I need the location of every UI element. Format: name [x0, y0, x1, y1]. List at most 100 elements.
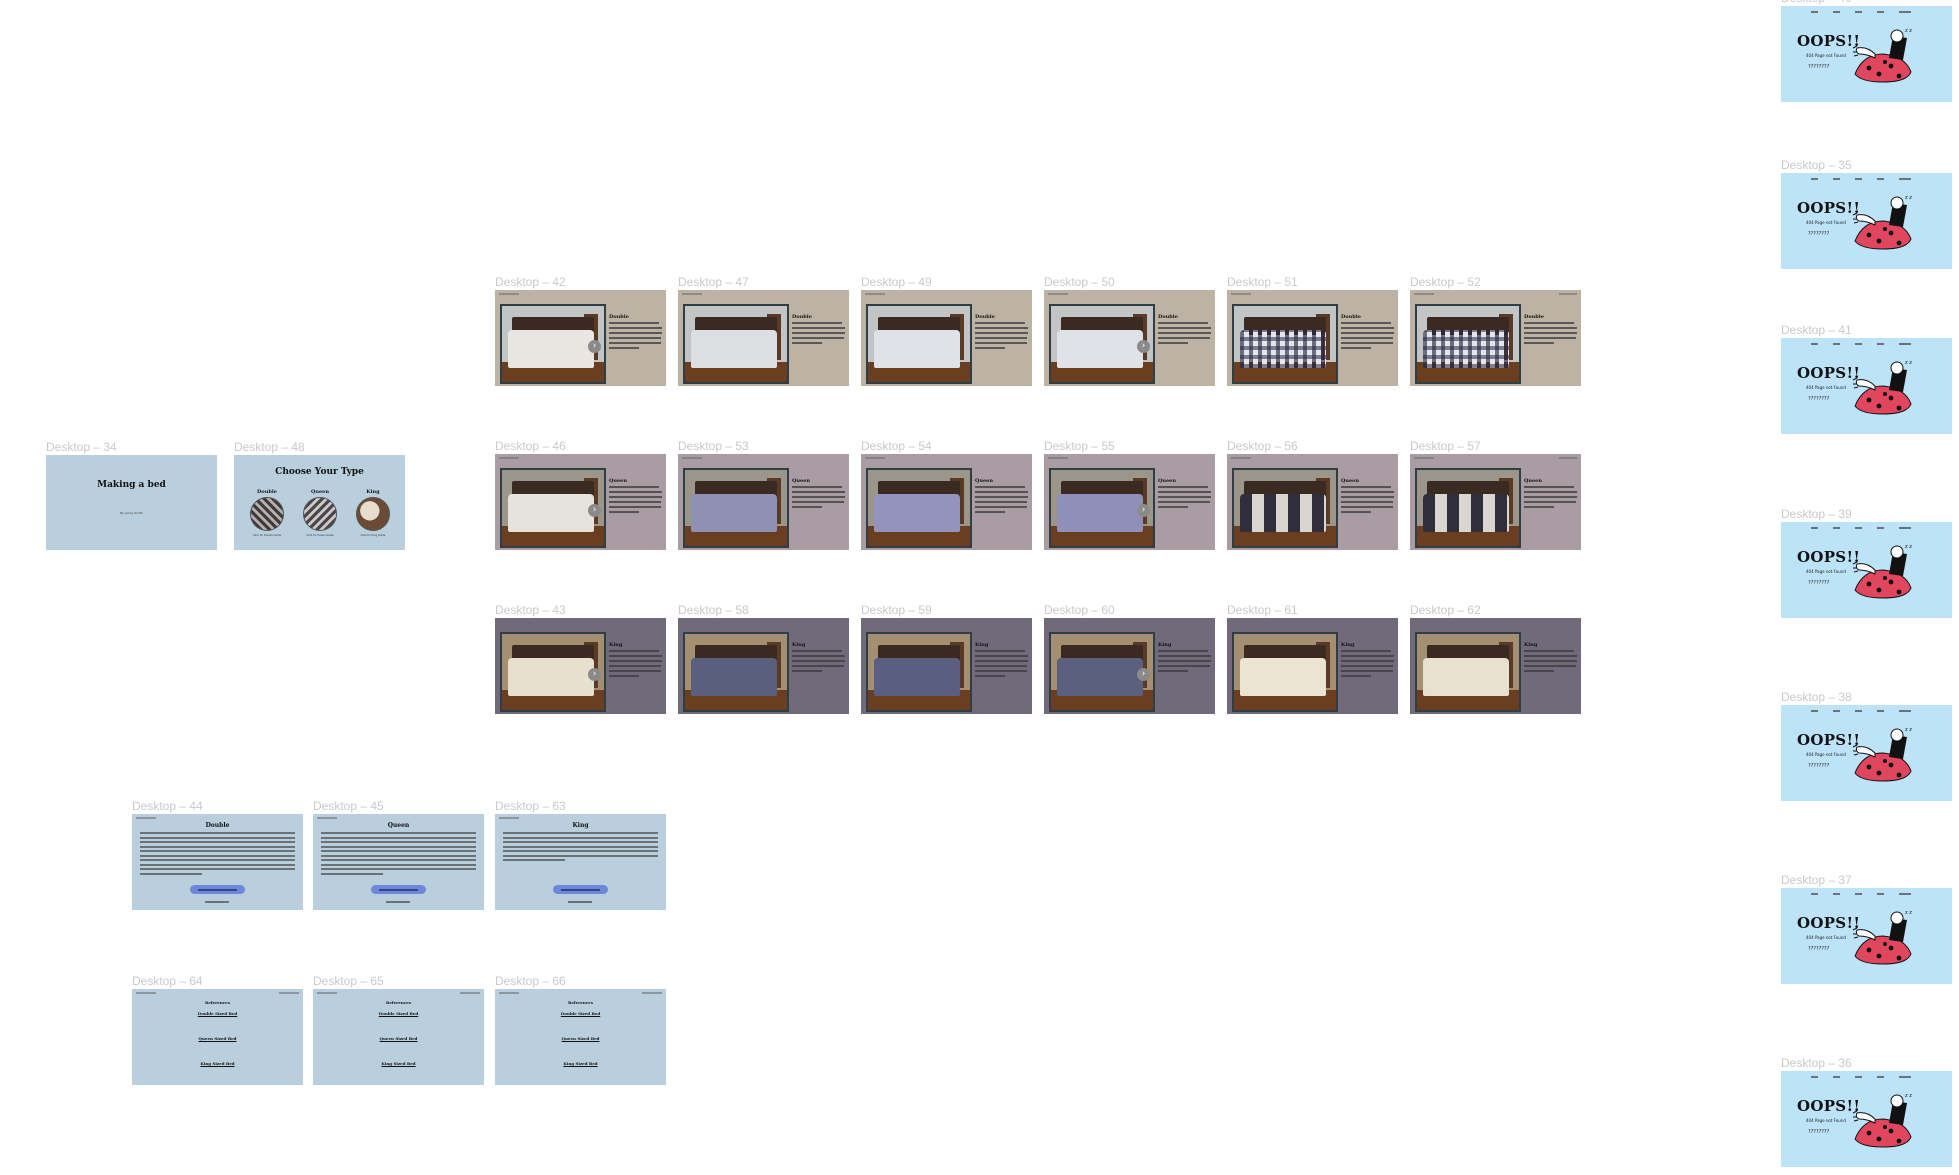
references-link-placeholder[interactable]: [568, 901, 592, 903]
frame-label[interactable]: Desktop – 48: [234, 440, 305, 454]
frame-label[interactable]: Desktop – 59: [861, 603, 932, 617]
frame-label[interactable]: Desktop – 40: [1781, 0, 1852, 5]
nav-item-placeholder[interactable]: [1855, 343, 1862, 345]
frame-king-3[interactable]: Desktop – 60 › King: [1044, 603, 1215, 714]
frame-king-0[interactable]: Desktop – 43 › King: [495, 603, 666, 714]
frame-label[interactable]: Desktop – 65: [313, 974, 384, 988]
bed-thumbnail-icon[interactable]: [356, 497, 390, 531]
frame-references-2[interactable]: Desktop – 66 References Double Sized Bed Qu…: [495, 974, 666, 1085]
frame-404-5[interactable]: Desktop – 37 OOPS!! 404 Page not Found????…: [1781, 873, 1952, 984]
references-link-placeholder[interactable]: [205, 901, 229, 903]
nav-item-placeholder[interactable]: [1899, 1076, 1911, 1078]
nav-item-placeholder[interactable]: [1855, 178, 1862, 180]
frame-404-1[interactable]: Desktop – 35 OOPS!! 404 Page not Found????…: [1781, 158, 1952, 269]
header-link-placeholder[interactable]: [1414, 621, 1434, 623]
next-arrow-icon[interactable]: ›: [588, 668, 601, 681]
frame-label[interactable]: Desktop – 51: [1227, 275, 1298, 289]
nav-item-placeholder[interactable]: [1899, 527, 1911, 529]
frame-double-2[interactable]: Desktop – 49 Double: [861, 275, 1032, 386]
nav-item-placeholder[interactable]: [1833, 527, 1840, 529]
nav-item-placeholder[interactable]: [1833, 11, 1840, 13]
frame-queen-3[interactable]: Desktop – 55 › Queen: [1044, 439, 1215, 550]
frame-queen-0[interactable]: Desktop – 46 › Queen: [495, 439, 666, 550]
frame-label[interactable]: Desktop – 66: [495, 974, 566, 988]
frame-label[interactable]: Desktop – 56: [1227, 439, 1298, 453]
reference-link[interactable]: Double Sized Bed: [378, 1011, 419, 1016]
reference-link[interactable]: Double Sized Bed: [560, 1011, 601, 1016]
nav-item-placeholder[interactable]: [1833, 710, 1840, 712]
header-link-placeholder[interactable]: [1231, 621, 1251, 623]
bed-thumbnail-icon[interactable]: [250, 497, 284, 531]
header-link-placeholder[interactable]: [136, 992, 156, 994]
frame-label[interactable]: Desktop – 42: [495, 275, 566, 289]
frame-label[interactable]: Desktop – 62: [1410, 603, 1481, 617]
nav-item-placeholder[interactable]: [1877, 11, 1884, 13]
header-link-placeholder[interactable]: [499, 992, 519, 994]
frame-queen-2[interactable]: Desktop – 54 Queen: [861, 439, 1032, 550]
frame-king-2[interactable]: Desktop – 59 King: [861, 603, 1032, 714]
frame-references-0[interactable]: Desktop – 64 References Double Sized Bed Qu…: [132, 974, 303, 1085]
header-link-placeholder[interactable]: [865, 457, 885, 459]
frame-label[interactable]: Desktop – 46: [495, 439, 566, 453]
header-link-placeholder[interactable]: [1559, 457, 1577, 459]
header-link-placeholder[interactable]: [317, 817, 337, 819]
next-arrow-icon[interactable]: ›: [588, 504, 601, 517]
header-link-placeholder[interactable]: [682, 457, 702, 459]
frame-double-1[interactable]: Desktop – 47 Double: [678, 275, 849, 386]
header-link-placeholder[interactable]: [682, 621, 702, 623]
header-link-placeholder[interactable]: [642, 992, 662, 994]
nav-item-placeholder[interactable]: [1811, 1076, 1818, 1078]
header-link-placeholder[interactable]: [865, 293, 885, 295]
header-link-placeholder[interactable]: [460, 992, 480, 994]
start-guide-button[interactable]: [190, 885, 245, 894]
references-link-placeholder[interactable]: [386, 901, 410, 903]
next-arrow-icon[interactable]: ›: [1137, 504, 1150, 517]
frame-label[interactable]: Desktop – 55: [1044, 439, 1115, 453]
nav-item-placeholder[interactable]: [1855, 527, 1862, 529]
type-option-2[interactable]: King Click for King Guide: [356, 489, 390, 539]
nav-item-placeholder[interactable]: [1877, 1076, 1884, 1078]
nav-item-placeholder[interactable]: [1833, 178, 1840, 180]
frame-label[interactable]: Desktop – 37: [1781, 873, 1852, 887]
frame-double-0[interactable]: Desktop – 42 › Double: [495, 275, 666, 386]
frame-label[interactable]: Desktop – 38: [1781, 690, 1852, 704]
reference-link[interactable]: Queen Sized Bed: [198, 1036, 237, 1041]
frame-label[interactable]: Desktop – 36: [1781, 1056, 1852, 1070]
nav-item-placeholder[interactable]: [1899, 710, 1911, 712]
frame-desktop-48[interactable]: Desktop – 48 Choose Your Type Double Clic…: [234, 440, 405, 550]
header-link-placeholder[interactable]: [317, 992, 337, 994]
header-link-placeholder[interactable]: [136, 817, 156, 819]
header-link-placeholder[interactable]: [499, 457, 519, 459]
header-link-placeholder[interactable]: [1048, 621, 1068, 623]
frame-double-3[interactable]: Desktop – 50 › Double: [1044, 275, 1215, 386]
header-link-placeholder[interactable]: [1559, 621, 1577, 623]
nav-item-placeholder[interactable]: [1877, 178, 1884, 180]
nav-item-placeholder[interactable]: [1899, 343, 1911, 345]
frame-double-4[interactable]: Desktop – 51 Double: [1227, 275, 1398, 386]
nav-item-placeholder[interactable]: [1899, 178, 1911, 180]
header-link-placeholder[interactable]: [499, 293, 519, 295]
header-link-placeholder[interactable]: [1048, 457, 1068, 459]
next-arrow-icon[interactable]: ›: [1137, 668, 1150, 681]
header-link-placeholder[interactable]: [1559, 293, 1577, 295]
nav-item-placeholder[interactable]: [1811, 178, 1818, 180]
nav-item-placeholder[interactable]: [1899, 11, 1911, 13]
nav-item-placeholder[interactable]: [1811, 11, 1818, 13]
frame-king-5[interactable]: Desktop – 62 King: [1410, 603, 1581, 714]
reference-link[interactable]: King Sized Bed: [563, 1061, 598, 1066]
reference-link[interactable]: King Sized Bed: [200, 1061, 235, 1066]
frame-label[interactable]: Desktop – 61: [1227, 603, 1298, 617]
frame-info-0[interactable]: Desktop – 44 Double: [132, 799, 303, 910]
header-link-placeholder[interactable]: [682, 293, 702, 295]
nav-item-placeholder[interactable]: [1855, 1076, 1862, 1078]
start-guide-button[interactable]: [371, 885, 426, 894]
frame-info-2[interactable]: Desktop – 63 King: [495, 799, 666, 910]
nav-item-placeholder[interactable]: [1877, 710, 1884, 712]
nav-item-placeholder[interactable]: [1855, 710, 1862, 712]
frame-label[interactable]: Desktop – 49: [861, 275, 932, 289]
frame-label[interactable]: Desktop – 58: [678, 603, 749, 617]
header-link-placeholder[interactable]: [1414, 457, 1434, 459]
frame-label[interactable]: Desktop – 41: [1781, 323, 1852, 337]
header-link-placeholder[interactable]: [1414, 293, 1434, 295]
nav-item-placeholder[interactable]: [1877, 343, 1884, 345]
